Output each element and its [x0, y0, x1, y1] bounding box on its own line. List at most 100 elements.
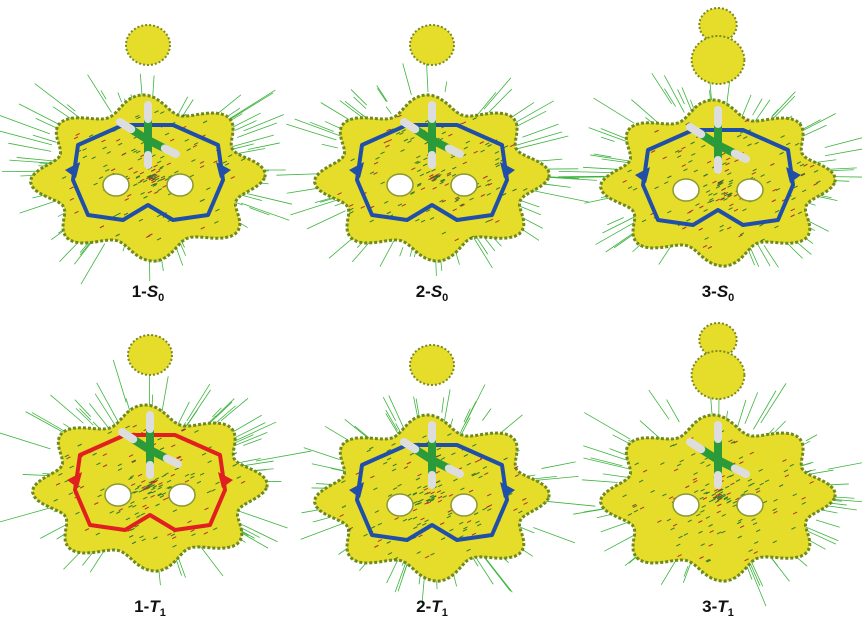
panel-label: 2-T1	[416, 597, 448, 619]
field-line	[301, 523, 345, 539]
label-prefix: 3-	[702, 282, 717, 301]
ring-hole	[737, 179, 763, 201]
field-line	[0, 507, 52, 522]
label-letter: S	[717, 282, 729, 301]
field-line	[295, 119, 341, 136]
field-line	[67, 105, 75, 112]
ring-hole	[673, 179, 699, 201]
hydrogen-bond	[167, 458, 178, 464]
field-line	[489, 89, 512, 112]
field-line	[113, 360, 126, 403]
isosurface-lobe	[410, 345, 454, 385]
hydrogen-bond	[449, 468, 460, 474]
hydrogen-bond	[165, 148, 176, 154]
field-line	[256, 451, 311, 461]
field-line	[738, 400, 746, 427]
field-line	[664, 89, 675, 107]
field-line	[88, 75, 112, 113]
field-line	[745, 392, 758, 423]
molecule-panel	[573, 323, 862, 606]
label-prefix: 3-	[702, 597, 717, 616]
field-line	[383, 397, 395, 421]
field-line	[465, 384, 485, 423]
field-line	[806, 435, 817, 441]
field-line	[542, 462, 576, 469]
field-line	[234, 144, 254, 149]
field-line	[756, 241, 770, 266]
field-line	[0, 115, 50, 134]
field-line	[764, 245, 779, 267]
label-subscript: 0	[158, 292, 164, 304]
ring-hole	[105, 484, 131, 506]
field-line	[774, 421, 785, 432]
molecule-panel	[301, 345, 596, 603]
field-line	[17, 157, 54, 161]
ring-hole	[387, 174, 413, 196]
panel-label: 1-T1	[134, 597, 166, 619]
molecule-panel	[276, 25, 597, 276]
isosurface-lobe	[128, 335, 172, 375]
field-line	[200, 546, 223, 576]
field-line	[828, 460, 862, 469]
field-line	[825, 147, 862, 156]
field-line	[596, 221, 637, 244]
field-line	[97, 383, 118, 422]
field-line	[241, 203, 289, 220]
hydrogen-bond	[735, 468, 746, 474]
field-line	[8, 143, 51, 151]
field-line	[461, 418, 470, 435]
field-line	[307, 211, 345, 229]
field-line	[661, 558, 677, 584]
field-line	[649, 390, 669, 419]
panel-label: 3-S0	[702, 282, 735, 304]
field-line	[229, 90, 276, 119]
field-line	[313, 517, 331, 522]
field-line	[761, 383, 786, 423]
field-line	[322, 144, 338, 148]
field-line	[482, 409, 491, 421]
field-line	[386, 107, 391, 114]
field-line	[0, 131, 52, 145]
field-line	[377, 88, 386, 101]
field-line	[652, 73, 672, 103]
field-line	[242, 525, 277, 542]
figure: 1-S02-S03-S01-T12-T13-T1	[0, 0, 862, 627]
field-line	[753, 391, 776, 430]
field-line	[604, 535, 633, 551]
field-line	[244, 114, 284, 130]
field-line	[804, 113, 836, 130]
field-line	[187, 384, 210, 421]
field-line	[251, 469, 274, 471]
field-line	[445, 81, 447, 92]
field-line	[235, 121, 257, 131]
field-line	[514, 111, 546, 127]
label-letter: S	[431, 282, 443, 301]
ring-hole	[673, 494, 699, 516]
ring-hole	[103, 174, 129, 196]
field-line	[749, 564, 766, 606]
field-line	[287, 188, 321, 193]
label-subscript: 0	[728, 292, 734, 304]
field-line	[584, 413, 630, 440]
field-line	[474, 238, 492, 268]
field-line	[400, 247, 403, 256]
field-line	[75, 400, 91, 417]
field-line	[243, 439, 261, 446]
field-line	[304, 448, 340, 460]
ring-hole	[737, 494, 763, 516]
hydrogen-bond	[735, 153, 746, 159]
field-line	[230, 93, 273, 119]
field-line	[234, 422, 276, 441]
field-line	[249, 208, 269, 215]
ring-hole	[451, 174, 477, 196]
label-prefix: 2-	[416, 597, 431, 616]
field-line	[484, 557, 511, 591]
label-prefix: 1-	[134, 597, 149, 616]
field-line	[0, 431, 50, 448]
panel-label: 1-S0	[132, 282, 165, 304]
field-line	[32, 413, 67, 433]
field-line	[403, 63, 412, 95]
panel-label: 2-S0	[416, 282, 449, 304]
field-line	[50, 395, 83, 423]
label-subscript: 1	[728, 607, 734, 619]
